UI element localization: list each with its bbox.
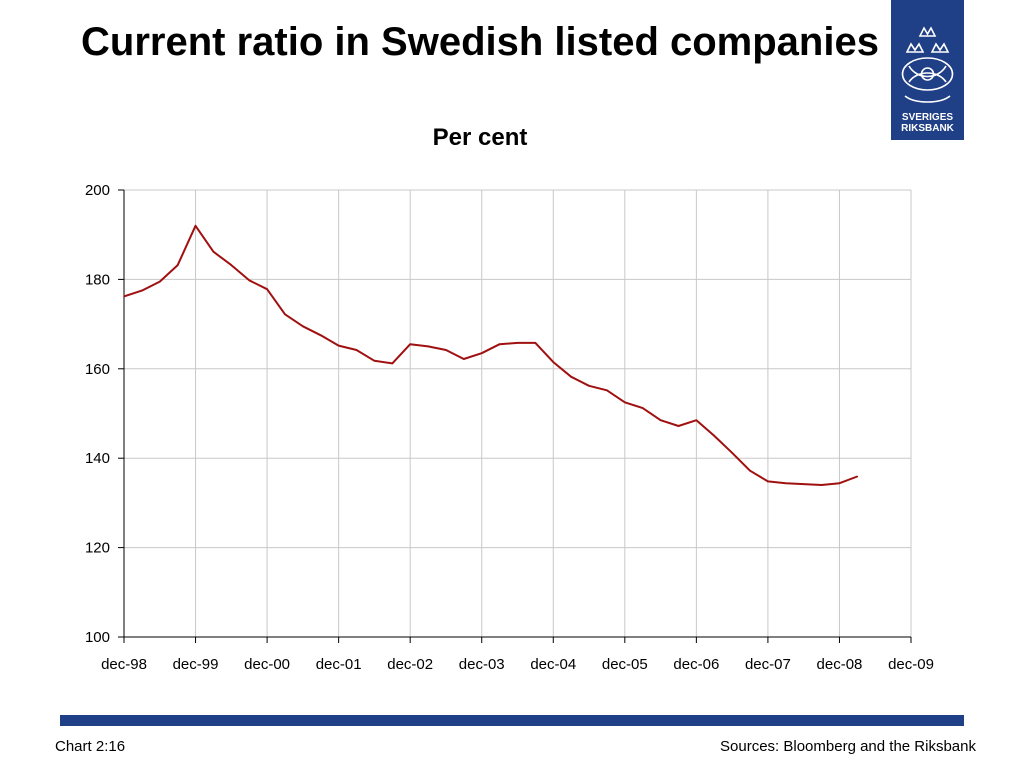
y-tick-label: 180	[85, 271, 110, 288]
data-point	[248, 279, 251, 282]
data-point	[123, 295, 125, 298]
logo-text-line1: SVERIGES	[901, 112, 954, 123]
data-point	[856, 475, 859, 478]
data-point	[373, 359, 376, 362]
logo-text-line2: RIKSBANK	[901, 123, 954, 134]
data-point	[212, 250, 215, 253]
x-tick-label: dec-03	[459, 656, 505, 673]
data-point	[570, 376, 572, 378]
data-point	[355, 349, 358, 351]
y-tick-label: 140	[85, 450, 110, 467]
x-tick-label: dec-05	[602, 656, 648, 673]
data-point	[516, 342, 519, 344]
chart-number: Chart 2:16	[55, 738, 126, 755]
data-point	[767, 480, 769, 483]
data-point	[838, 482, 841, 485]
axis-layer	[118, 189, 912, 643]
data-point	[445, 349, 447, 351]
data-point	[731, 452, 733, 454]
x-tick-label: dec-02	[387, 656, 433, 673]
data-point	[480, 352, 483, 354]
x-tick-label: dec-98	[101, 656, 147, 673]
data-point	[749, 469, 751, 472]
tick-label-layer: 100 120 140 160 180 200 dec-98 dec-99 dec-00 dec-…	[85, 182, 934, 673]
data-point	[141, 289, 143, 292]
x-tick-label: dec-07	[745, 656, 791, 673]
x-tick-label: dec-08	[817, 656, 863, 673]
data-point	[606, 389, 608, 392]
riksbank-crest-icon	[901, 26, 954, 103]
data-point	[194, 224, 197, 227]
data-point	[820, 484, 823, 486]
data-point	[552, 361, 555, 363]
data-point	[337, 344, 340, 347]
x-tick-label: dec-00	[244, 656, 290, 673]
data-point	[784, 482, 787, 485]
x-tick-label: dec-09	[888, 656, 934, 673]
data-point	[319, 334, 322, 337]
current-ratio-series-line	[123, 224, 858, 486]
data-point	[659, 419, 662, 422]
chart-title: Current ratio in Swedish listed companie…	[81, 20, 879, 64]
data-point	[624, 401, 626, 404]
grid-layer	[124, 189, 912, 637]
data-point	[176, 264, 179, 266]
x-tick-label: dec-01	[316, 656, 362, 673]
data-point	[409, 343, 411, 346]
data-point	[695, 419, 698, 422]
data-point	[713, 435, 716, 437]
x-tick-label: dec-99	[173, 656, 219, 673]
data-point	[463, 358, 465, 360]
data-point	[284, 313, 286, 316]
y-tick-label: 100	[85, 629, 110, 646]
data-point	[427, 345, 429, 348]
y-tick-label: 120	[85, 540, 110, 557]
data-point	[534, 342, 537, 344]
line-chart: 100 120 140 160 180 200 dec-98 dec-99 dec-00 dec-…	[85, 182, 934, 673]
data-point	[230, 264, 233, 266]
data-point	[391, 362, 394, 365]
chart-subtitle: Per cent	[432, 124, 528, 151]
data-point	[498, 343, 501, 346]
footer-divider-bar	[60, 715, 964, 726]
data-point	[802, 483, 805, 485]
x-tick-label: dec-06	[673, 656, 719, 673]
data-point	[158, 280, 161, 283]
sources-note: Sources: Bloomberg and the Riksbank	[720, 738, 976, 755]
data-point	[266, 288, 268, 291]
data-point	[641, 407, 644, 409]
data-point	[677, 425, 680, 427]
x-tick-label: dec-04	[530, 656, 576, 673]
data-point	[302, 325, 304, 328]
y-tick-label: 200	[85, 182, 110, 199]
data-point	[588, 384, 590, 387]
y-tick-label: 160	[85, 361, 110, 378]
series-layer	[123, 224, 859, 486]
riksbank-logo: SVERIGES RIKSBANK	[891, 0, 964, 140]
